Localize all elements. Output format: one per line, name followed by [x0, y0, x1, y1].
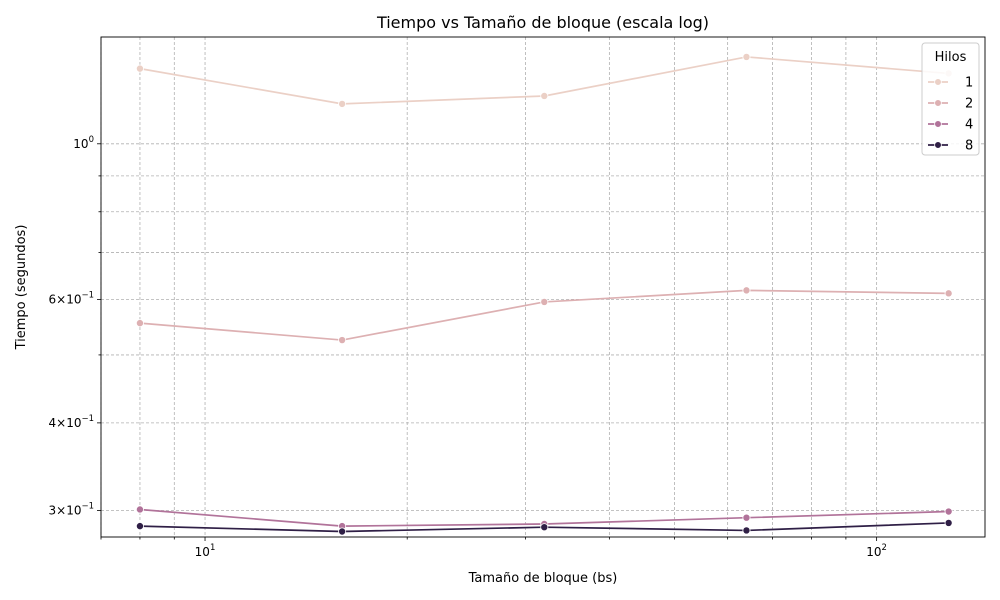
- data-point: [742, 52, 751, 61]
- legend-marker: [934, 99, 942, 107]
- data-point: [944, 289, 953, 298]
- legend-item-1: 1: [928, 76, 973, 91]
- axis-ticks: 101 102 100 6×10−1 4×10−1 3×10−1: [49, 135, 887, 559]
- data-point: [135, 64, 144, 73]
- data-point: [742, 526, 751, 535]
- data-point: [338, 527, 347, 536]
- data-point: [540, 91, 549, 100]
- y-tick-label: 6×10−1: [49, 290, 95, 306]
- data-point: [135, 522, 144, 531]
- y-axis-label: Tiempo (segundos): [14, 225, 29, 351]
- data-point: [135, 319, 144, 328]
- legend: Hilos 1 2 4 8: [921, 42, 980, 156]
- data-point: [742, 286, 751, 295]
- legend-marker: [934, 120, 942, 128]
- series-2: [135, 286, 953, 345]
- data-point: [742, 513, 751, 522]
- series-layer: [135, 52, 953, 536]
- y-tick-label: 3×10−1: [49, 501, 95, 517]
- legend-item-2: 2: [928, 97, 973, 112]
- legend-marker: [934, 141, 942, 149]
- legend-title: Hilos: [935, 50, 967, 65]
- plot-frame: [100, 36, 986, 538]
- legend-item-4: 4: [928, 118, 973, 133]
- legend-label: 8: [965, 139, 973, 154]
- series-8: [135, 518, 953, 536]
- x-axis-label: Tamaño de bloque (bs): [468, 571, 618, 586]
- data-point: [540, 523, 549, 532]
- data-point: [338, 336, 347, 345]
- legend-marker: [934, 78, 942, 86]
- legend-label: 1: [965, 76, 973, 91]
- x-tick-label: 101: [195, 543, 216, 559]
- data-point: [338, 99, 347, 108]
- chart-title: Tiempo vs Tamaño de bloque (escala log): [376, 13, 709, 32]
- data-point: [540, 297, 549, 306]
- data-point: [135, 505, 144, 514]
- legend-label: 4: [965, 118, 973, 133]
- series-1: [135, 52, 953, 108]
- grid: [100, 37, 985, 537]
- x-tick-label: 102: [866, 543, 887, 559]
- y-tick-label: 100: [73, 135, 94, 151]
- legend-item-8: 8: [928, 139, 973, 154]
- legend-label: 2: [965, 97, 973, 112]
- data-point: [944, 518, 953, 527]
- data-point: [944, 507, 953, 516]
- y-tick-label: 4×10−1: [49, 414, 95, 430]
- series-line: [139, 289, 949, 341]
